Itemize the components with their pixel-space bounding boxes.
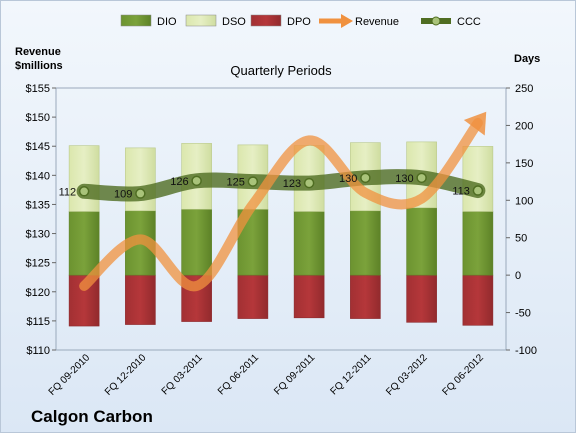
category-label: FQ 03-2012 [384,352,430,398]
right-axis-tick-label: 250 [515,83,533,95]
legend-swatch-dpo [250,14,282,27]
category-label: FQ 12-2010 [103,352,149,398]
ccc-data-label: 123 [283,178,301,190]
legend-swatch-dio [120,14,152,27]
dpo-bar [237,274,269,319]
ccc-marker [78,186,90,197]
right-axis-tick-label: 150 [515,158,533,170]
ccc-data-label: 109 [114,189,132,201]
legend-label-ccc: CCC [457,16,481,28]
ccc-data-label: 125 [227,177,245,189]
legend-label-dio: DIO [157,16,177,28]
category-label: FQ 12-2011 [329,352,374,397]
left-axis-tick-label: $120 [26,287,50,299]
right-axis-tick-label: -100 [515,345,537,357]
left-axis-tick-label: $135 [26,199,50,211]
right-axis-tick-label: 50 [515,233,527,245]
revenue-line [79,117,483,292]
ccc-data-label: 130 [395,173,413,185]
ccc-data-label: 112 [59,186,77,198]
left-axis-tick-label: $125 [26,258,50,270]
plot-area [55,87,507,351]
left-axis-title: Revenue $millions [15,45,63,73]
ccc-marker [303,177,315,189]
right-axis-tick-label: -50 [515,308,531,320]
dpo-bar [406,274,437,323]
ccc-marker [247,176,259,187]
dso-bar [68,145,100,212]
category-label: FQ 03-2011 [160,352,205,397]
right-axis-tick-label: 100 [515,195,533,207]
category-label: FQ 06-2012 [440,352,486,398]
dpo-bar [462,274,494,326]
dpo-bar [125,274,156,325]
legend-label-dpo: DPO [287,16,311,28]
category-label: FQ 06-2011 [216,352,261,397]
dpo-bar [293,274,325,319]
ccc-data-label: 130 [339,173,357,185]
left-axis-title-line2: $millions [15,60,63,72]
ccc-marker [360,172,371,184]
ccc-marker [191,175,202,187]
right-axis-tick-label: 200 [515,120,533,132]
ccc-marker [135,188,146,199]
left-axis-tick-label: $130 [26,229,50,241]
left-axis-tick-label: $150 [26,112,50,124]
category-label: FQ 09-2010 [47,352,93,398]
legend-swatch-dso [185,14,217,27]
dso-bar [462,146,494,212]
revenue-arrowhead [463,111,487,136]
right-axis-title: Days [514,53,541,65]
chart-title: Quarterly Periods [230,63,332,78]
dio-bar [350,210,381,276]
dio-bar [181,208,212,276]
legend-swatch-revenue-arrow [341,14,353,28]
left-axis-tick-label: $115 [26,316,50,328]
left-axis-tick-label: $140 [26,170,50,182]
dpo-bar [350,274,381,319]
legend-swatch-ccc-marker [431,16,441,26]
left-axis-tick-label: $145 [26,141,50,153]
right-axis-tick-label: 0 [515,270,521,282]
ccc-data-label: 126 [170,176,188,188]
left-axis-tick-label: $110 [26,345,50,357]
legend: DIO DSO DPO Revenue CCC [120,14,481,28]
dio-bar [406,207,437,276]
ccc-marker [472,185,484,196]
dio-bar [462,211,494,276]
ccc-marker [416,172,427,184]
left-axis-tick-label: $155 [26,83,50,95]
legend-label-dso: DSO [222,16,246,28]
company-name: Calgon Carbon [31,407,153,426]
dio-bar [68,211,100,276]
legend-label-revenue: Revenue [355,16,399,28]
category-label: FQ 09-2011 [272,352,317,397]
dio-bar [293,211,325,276]
left-axis-title-line1: Revenue [15,46,61,58]
ccc-data-label: 113 [452,186,470,198]
